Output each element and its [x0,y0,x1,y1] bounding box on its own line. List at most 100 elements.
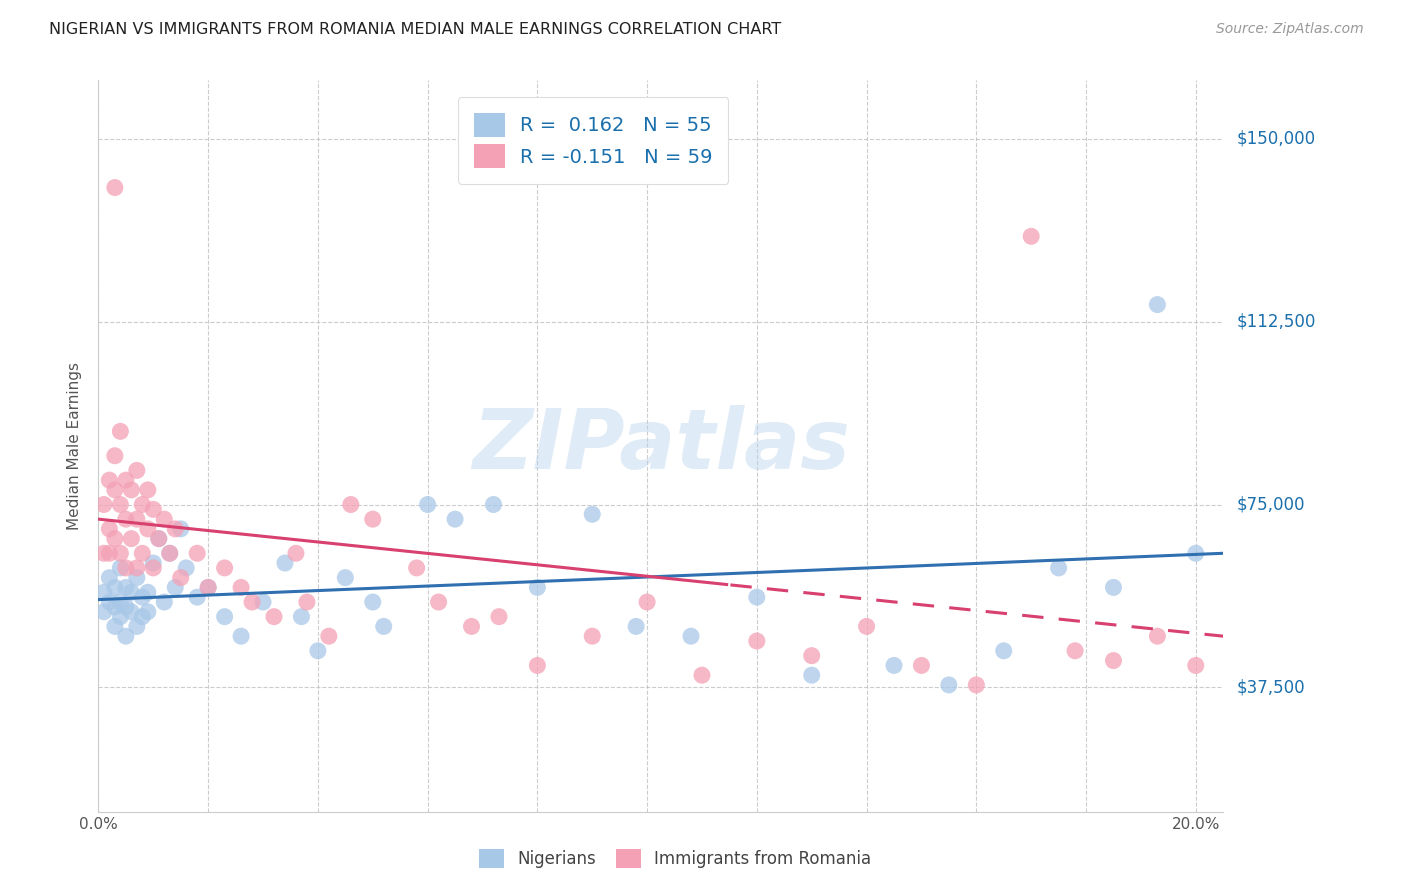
Point [340,498,363,512]
Point [110,425,132,439]
Point [136,522,159,536]
Point [373,619,395,633]
Point [229,581,252,595]
Point [284,546,307,560]
Point [993,644,1015,658]
Point [274,556,297,570]
Point [98,595,121,609]
Point [690,668,713,682]
Point [131,546,153,560]
Point [1064,644,1087,658]
Point [800,668,823,682]
Point [197,581,219,595]
Point [104,180,127,194]
Point [98,473,121,487]
Point [318,629,340,643]
Point [170,522,193,536]
Point [1019,229,1042,244]
Text: $37,500: $37,500 [1237,679,1306,697]
Point [1102,654,1125,668]
Point [131,590,153,604]
Point [153,512,176,526]
Point [214,561,236,575]
Point [165,581,187,595]
Point [148,532,170,546]
Point [910,658,932,673]
Point [115,512,138,526]
Legend: Nigerians, Immigrants from Romania: Nigerians, Immigrants from Romania [472,842,877,875]
Point [104,581,127,595]
Point [482,498,505,512]
Point [361,512,384,526]
Point [307,644,329,658]
Point [1146,629,1168,643]
Point [136,483,159,497]
Point [93,585,115,599]
Point [153,595,176,609]
Text: $75,000: $75,000 [1237,496,1306,514]
Point [1184,658,1206,673]
Point [883,658,905,673]
Point [159,546,181,560]
Point [131,609,153,624]
Point [214,609,236,624]
Point [142,502,165,516]
Point [136,605,159,619]
Point [125,463,148,477]
Point [252,595,274,609]
Point [800,648,823,663]
Point [115,561,138,575]
Text: $112,500: $112,500 [1237,313,1316,331]
Point [965,678,987,692]
Legend: R =  0.162   N = 55, R = -0.151   N = 59: R = 0.162 N = 55, R = -0.151 N = 59 [458,97,728,184]
Point [624,619,647,633]
Point [115,581,138,595]
Point [142,556,165,570]
Point [290,609,312,624]
Point [120,483,142,497]
Point [115,599,138,614]
Point [444,512,467,526]
Point [295,595,318,609]
Point [93,498,115,512]
Point [110,498,132,512]
Point [120,532,142,546]
Point [104,532,127,546]
Point [110,595,132,609]
Point [125,512,148,526]
Point [104,599,127,614]
Point [174,561,197,575]
Point [679,629,702,643]
Point [170,571,193,585]
Point [110,546,132,560]
Point [1102,581,1125,595]
Point [115,473,138,487]
Point [98,571,121,585]
Point [335,571,357,585]
Point [148,532,170,546]
Point [98,522,121,536]
Point [526,658,548,673]
Point [142,561,165,575]
Point [405,561,427,575]
Point [93,546,115,560]
Y-axis label: Median Male Earnings: Median Male Earnings [67,362,83,530]
Point [110,609,132,624]
Text: NIGERIAN VS IMMIGRANTS FROM ROMANIA MEDIAN MALE EARNINGS CORRELATION CHART: NIGERIAN VS IMMIGRANTS FROM ROMANIA MEDI… [49,22,782,37]
Text: Source: ZipAtlas.com: Source: ZipAtlas.com [1216,22,1364,37]
Point [115,629,138,643]
Point [125,619,148,633]
Point [104,449,127,463]
Point [1184,546,1206,560]
Point [1146,297,1168,311]
Point [104,483,127,497]
Point [98,546,121,560]
Point [581,629,603,643]
Point [165,522,187,536]
Point [460,619,482,633]
Point [110,561,132,575]
Point [125,561,148,575]
Point [125,571,148,585]
Text: $150,000: $150,000 [1237,130,1316,148]
Point [526,581,548,595]
